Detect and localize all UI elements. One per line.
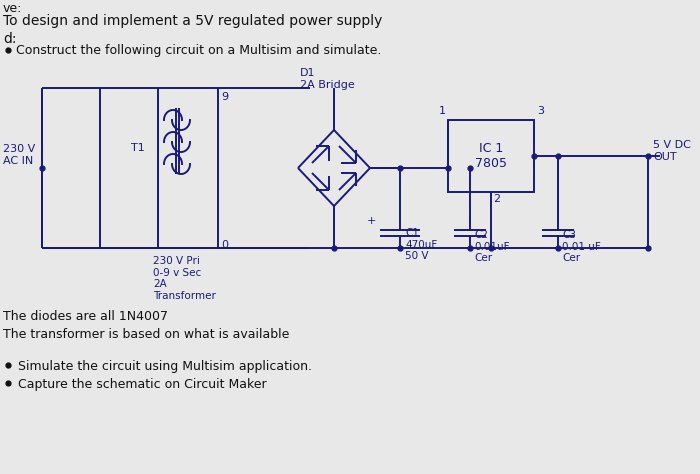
Text: To design and implement a 5V regulated power supply: To design and implement a 5V regulated p… bbox=[3, 14, 382, 28]
Text: 0: 0 bbox=[221, 240, 228, 250]
Text: The transformer is based on what is available: The transformer is based on what is avai… bbox=[3, 328, 289, 341]
Bar bbox=[448, 120, 534, 192]
Text: ve:: ve: bbox=[3, 2, 22, 15]
Text: Capture the schematic on Circuit Maker: Capture the schematic on Circuit Maker bbox=[18, 378, 267, 391]
Text: T1: T1 bbox=[132, 143, 145, 153]
Text: C1
470uF
50 V: C1 470uF 50 V bbox=[405, 228, 438, 261]
Text: 3: 3 bbox=[537, 106, 544, 116]
Text: C2
0.01uF
Cer: C2 0.01uF Cer bbox=[474, 230, 510, 263]
Text: 9: 9 bbox=[221, 92, 228, 102]
Text: Simulate the circuit using Multisim application.: Simulate the circuit using Multisim appl… bbox=[18, 360, 312, 373]
Text: Construct the following circuit on a Multisim and simulate.: Construct the following circuit on a Mul… bbox=[16, 44, 382, 57]
Text: 230 V Pri
0-9 v Sec
2A
Transformer: 230 V Pri 0-9 v Sec 2A Transformer bbox=[153, 256, 216, 301]
Text: 1: 1 bbox=[439, 106, 446, 116]
Text: IC 1
7805: IC 1 7805 bbox=[475, 142, 507, 170]
Text: D1
2A Bridge: D1 2A Bridge bbox=[300, 68, 355, 90]
Text: 2: 2 bbox=[493, 194, 500, 204]
Text: d:: d: bbox=[3, 32, 17, 46]
Text: C3
0.01 uF
Cer: C3 0.01 uF Cer bbox=[562, 230, 601, 263]
Text: The diodes are all 1N4007: The diodes are all 1N4007 bbox=[3, 310, 168, 323]
Text: 5 V DC
OUT: 5 V DC OUT bbox=[653, 140, 691, 162]
Text: +: + bbox=[367, 216, 376, 226]
Text: 230 V
AC IN: 230 V AC IN bbox=[3, 144, 35, 166]
